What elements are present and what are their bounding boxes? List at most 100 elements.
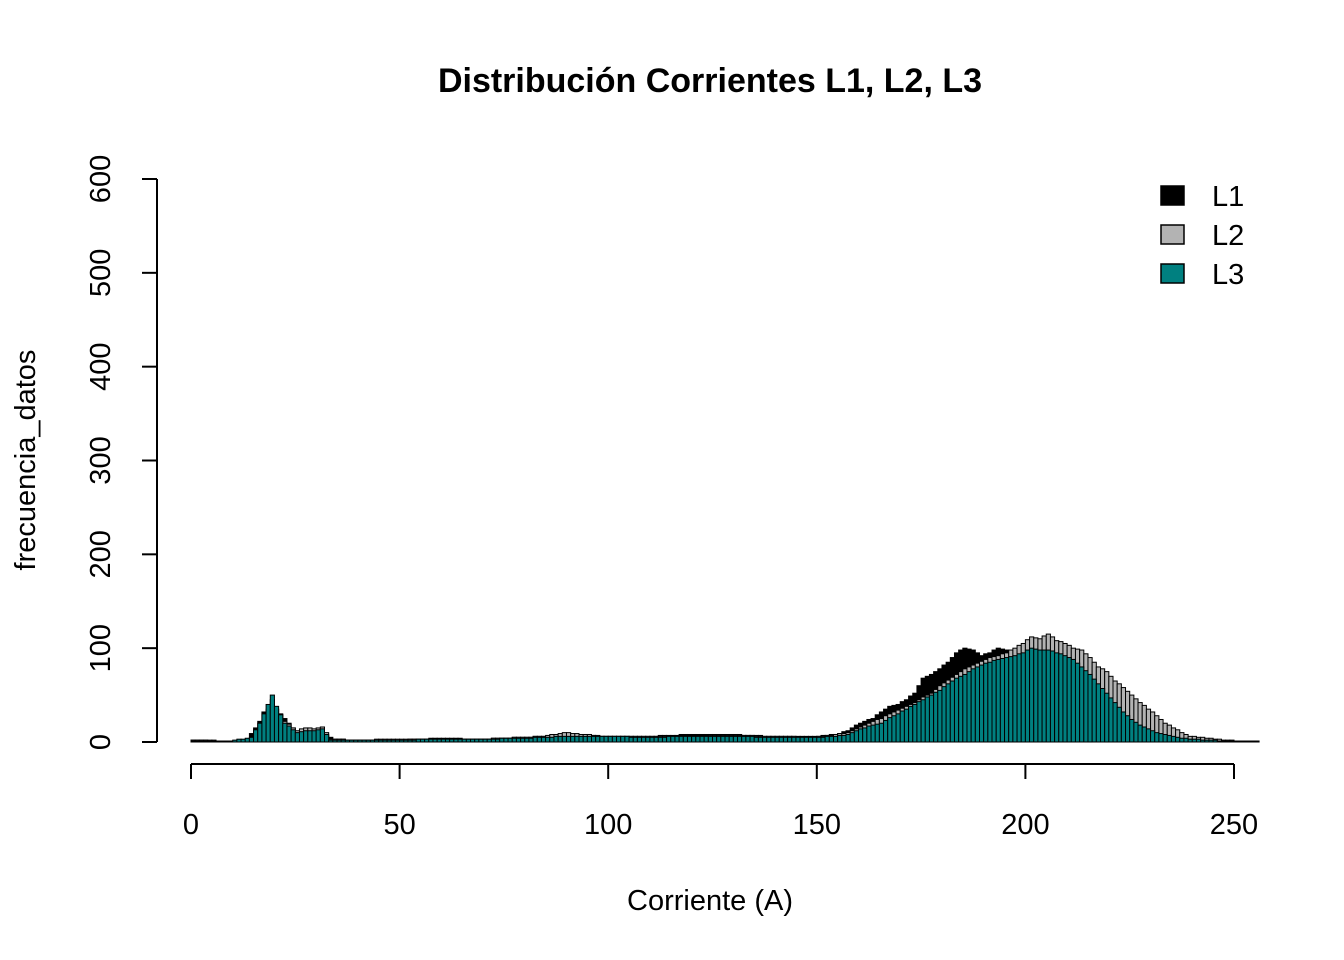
- bar-l3: [778, 736, 784, 743]
- bar-l3: [632, 736, 638, 743]
- bar-l3: [636, 736, 643, 743]
- bar-l3: [1246, 740, 1252, 743]
- bar-l3: [712, 735, 718, 743]
- bar-l3: [261, 713, 267, 743]
- bar-l3: [253, 729, 259, 743]
- bar-l3: [1145, 728, 1152, 743]
- bar-l3: [282, 722, 288, 743]
- bar-l3: [203, 740, 209, 743]
- bar-l3: [211, 740, 217, 743]
- bar-l3: [315, 729, 321, 743]
- bar-l3: [1112, 702, 1118, 743]
- bar-l3: [649, 736, 655, 743]
- legend-swatch-l2: [1160, 224, 1185, 245]
- bar-l3: [570, 735, 576, 743]
- bar-l3: [515, 737, 522, 743]
- bar-l3: [895, 713, 901, 743]
- bar-l3: [1004, 657, 1010, 743]
- bar-l3: [248, 736, 255, 743]
- bar-l3: [745, 735, 751, 743]
- bar-l3: [1087, 673, 1093, 743]
- bar-l3: [190, 740, 196, 743]
- bar-l3: [532, 736, 538, 743]
- bar-l3: [582, 735, 588, 743]
- bar-l3: [791, 736, 797, 743]
- bar-l3: [1229, 740, 1235, 743]
- bar-l3: [457, 738, 463, 743]
- x-tick-label: 250: [1210, 809, 1258, 841]
- bar-l3: [807, 736, 814, 743]
- bar-l3: [1200, 739, 1206, 743]
- bar-l3: [832, 735, 839, 743]
- bar-l3: [703, 735, 709, 743]
- bar-l3: [399, 739, 405, 743]
- bar-l3: [503, 737, 509, 743]
- y-axis: 0 100 200 300 400 500 600: [85, 155, 158, 750]
- bar-l3: [307, 730, 313, 743]
- bar-l3: [766, 736, 772, 743]
- bar-l3: [1108, 697, 1114, 743]
- bar-l3: [1120, 711, 1127, 743]
- bar-l3: [340, 739, 346, 743]
- bar-l3: [1054, 652, 1060, 743]
- bar-l3: [1254, 740, 1260, 743]
- y-tick-label: 400: [85, 342, 117, 390]
- bar-l3: [198, 740, 205, 743]
- bar-l3: [874, 723, 880, 743]
- x-axis-title: Corriente (A): [627, 885, 793, 917]
- bar-l3: [1241, 740, 1248, 743]
- bar-l3: [607, 735, 613, 743]
- bars-layer: [190, 633, 1260, 743]
- bar-l3: [1233, 740, 1239, 743]
- bar-l3: [419, 738, 426, 743]
- bar-l3: [782, 736, 789, 743]
- bar-l3: [540, 736, 547, 743]
- bar-l3: [1166, 734, 1172, 743]
- bar-l3: [1183, 737, 1189, 743]
- bar-l3: [357, 739, 363, 743]
- bar-l3: [257, 722, 263, 743]
- bar-l3: [958, 675, 964, 743]
- bar-l3: [453, 738, 459, 743]
- bar-l3: [686, 735, 693, 743]
- bar-l3: [332, 739, 338, 743]
- y-tick-label: 300: [85, 436, 117, 484]
- bar-l3: [970, 668, 976, 743]
- bar-l3: [269, 694, 275, 743]
- bar-l3: [470, 738, 476, 743]
- bar-l3: [549, 736, 555, 743]
- bar-l3: [1066, 657, 1072, 743]
- bar-l3: [624, 735, 630, 743]
- bar-l3: [1016, 653, 1022, 743]
- bar-l3: [1216, 740, 1222, 743]
- bar-l3: [1116, 706, 1122, 743]
- bar-l3: [553, 735, 559, 743]
- bar-l3: [265, 703, 271, 743]
- bar-l3: [866, 725, 872, 743]
- bar-l3: [732, 735, 739, 743]
- bar-l3: [586, 735, 593, 743]
- bar-l3: [1104, 692, 1110, 743]
- bar-l3: [390, 739, 396, 743]
- bar-l3: [294, 732, 300, 743]
- legend-label-l2: L2: [1212, 220, 1244, 252]
- bar-l3: [695, 735, 701, 743]
- bar-l3: [1020, 652, 1026, 743]
- x-tick-label: 0: [183, 809, 199, 841]
- bar-l3: [1037, 649, 1043, 743]
- bar-l3: [428, 738, 434, 743]
- bar-l3: [528, 737, 534, 743]
- bar-l3: [716, 735, 722, 743]
- bar-l3: [1187, 738, 1193, 743]
- bar-l3: [1141, 726, 1147, 743]
- x-tick-label: 150: [793, 809, 841, 841]
- bar-l3: [432, 738, 438, 743]
- bar-l3: [1195, 738, 1202, 743]
- bar-l3: [232, 739, 238, 743]
- bar-l3: [837, 734, 843, 743]
- bar-l3: [1204, 739, 1210, 743]
- bar-l3: [303, 730, 309, 743]
- bar-l3: [949, 680, 955, 743]
- bar-l3: [461, 738, 467, 743]
- bar-l3: [465, 738, 472, 743]
